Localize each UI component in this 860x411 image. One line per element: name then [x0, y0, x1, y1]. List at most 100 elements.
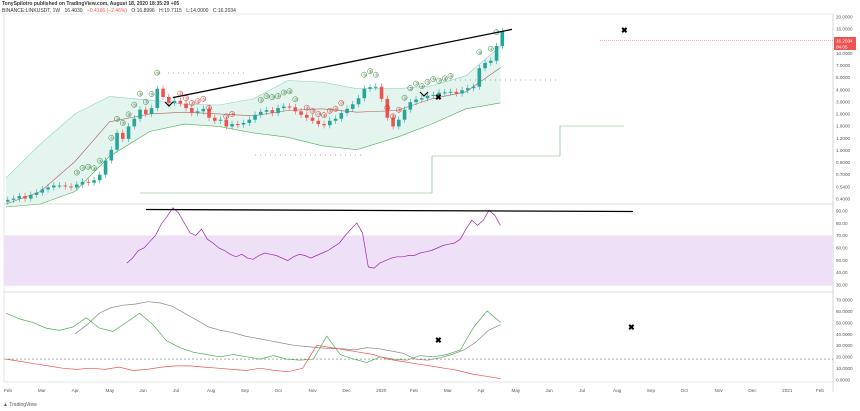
candle [494, 46, 499, 61]
candle [230, 124, 234, 127]
x-marker: ✖ [435, 93, 442, 102]
time-axis-label: Apr [478, 388, 486, 393]
time-axis-label: Oct [275, 388, 283, 393]
time-axis-label: Jul [173, 388, 179, 393]
price-tick-label: 3.0000 [836, 99, 850, 104]
candle [29, 194, 33, 199]
rsi-tick-label: 50.00 [836, 258, 848, 263]
ohlc-value: H:19.7115 [159, 7, 182, 14]
price-tick-label: 1.0000 [836, 148, 850, 153]
td-count-label: ⑧ [150, 92, 154, 97]
rsi-tick-label: 40.00 [836, 270, 848, 275]
candle [207, 108, 211, 118]
x-marker: ✖ [628, 323, 635, 332]
td-count-label: ② [311, 108, 315, 113]
td-count-down [200, 95, 207, 102]
candle [236, 124, 240, 126]
minus-di-line [5, 344, 501, 379]
candle [86, 181, 91, 183]
td-count-label: ④ [196, 99, 200, 104]
td-count-label: ⑥ [208, 105, 212, 110]
td-count-label: ⑦ [294, 97, 298, 102]
td-count-up [85, 163, 92, 170]
price-tick-label: 0.9000 [836, 160, 850, 165]
candle [149, 108, 154, 114]
td-count-up [131, 101, 138, 108]
publisher-line: TonySpilotro published on TradingView.co… [2, 1, 180, 7]
td-count-up [424, 78, 431, 85]
candle [253, 114, 257, 120]
time-axis-label: Oct [681, 388, 689, 393]
td-count-label: ① [260, 97, 264, 102]
candle [224, 119, 229, 127]
time-axis-label: 2021 [782, 388, 793, 393]
candle [402, 109, 407, 120]
candle [345, 108, 349, 114]
candle [408, 102, 413, 110]
td-count-label: ② [81, 165, 85, 170]
rsi-tick-label: 90.00 [836, 209, 848, 214]
td-count-label: ② [185, 96, 189, 101]
candle [287, 106, 292, 108]
candle [40, 189, 45, 193]
td-count-up [441, 75, 448, 82]
td-count-down [188, 100, 195, 106]
td-count-label: ⑥ [432, 77, 436, 82]
candle [379, 86, 384, 99]
time-axis-label: Nov [715, 388, 724, 393]
td-count-label: ⑤ [202, 96, 206, 101]
rsi-tick-label: 60.00 [836, 246, 848, 251]
candle [109, 149, 114, 161]
bollinger-upper [5, 45, 501, 179]
candle [144, 109, 148, 114]
x-marker: ✖ [621, 26, 628, 35]
candle [247, 119, 252, 123]
td-count-label: ⑥ [139, 91, 143, 96]
time-axis-label: Feb [4, 388, 12, 393]
td-count-up [257, 96, 264, 103]
td-count-up [148, 91, 155, 97]
candle [46, 187, 50, 190]
td-count-label: ③ [191, 101, 195, 106]
dmi-tick-label: 40.0000 [836, 332, 853, 337]
td-count-up [401, 94, 408, 101]
td-count-label: ② [392, 114, 396, 119]
candle [126, 126, 131, 139]
candle [270, 110, 275, 114]
candle [132, 118, 137, 127]
td-count-label: ⑤ [133, 102, 137, 107]
dmi-tick-label: 30.0000 [836, 343, 853, 348]
td-count-down [395, 106, 402, 113]
adx-line [74, 301, 501, 361]
x-marker: ✖ [435, 336, 442, 345]
candle [213, 117, 217, 121]
countdown-label: 04:05 [836, 45, 848, 50]
candle [155, 88, 160, 109]
ohlc-value: 16.4030 [64, 7, 83, 14]
candle [431, 94, 436, 96]
candle [178, 100, 183, 104]
td-count-label: ⑤ [283, 90, 287, 95]
td-count-label: ⑨ [449, 73, 453, 78]
candle [264, 110, 269, 112]
td-count-label: ③ [398, 107, 402, 112]
candle [397, 119, 401, 127]
time-axis-label: Apr [72, 388, 80, 393]
candle [80, 181, 85, 185]
td-count-up [119, 120, 126, 126]
td-count-up [430, 76, 437, 82]
td-count-down [206, 104, 212, 111]
candle [259, 111, 263, 115]
candle [443, 92, 447, 94]
candle [184, 103, 188, 109]
td-count-label: ① [76, 170, 80, 175]
dmi-tick-label: 50.0000 [836, 320, 853, 325]
td-count-label: ⑤ [363, 72, 367, 77]
td-count-label: ④ [323, 113, 327, 118]
td-count-up [114, 116, 120, 122]
time-axis-label: Jun [545, 388, 553, 393]
candle [69, 186, 73, 188]
ohlc-value: −0.4166 (−2.46%) [86, 7, 127, 14]
symbol-label[interactable]: BINANCE:LINKUSDT, 1W [2, 7, 61, 14]
